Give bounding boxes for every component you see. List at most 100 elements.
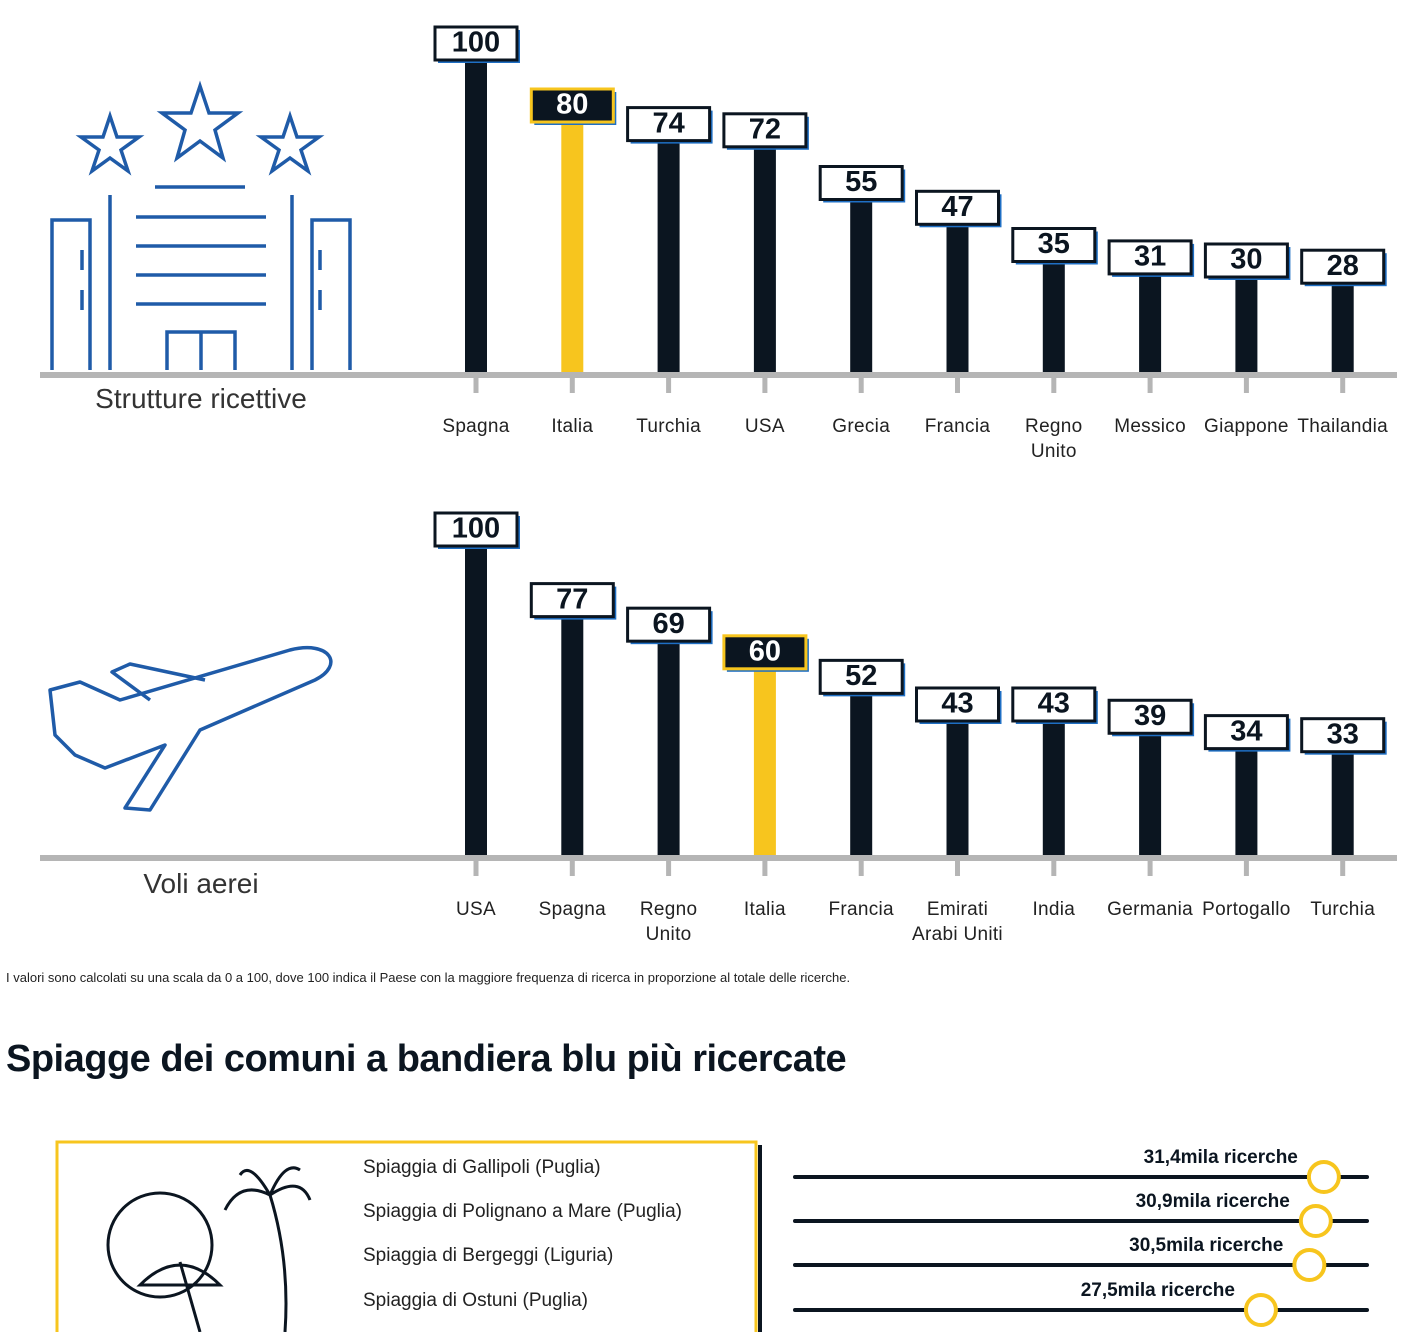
label-box [1107, 698, 1193, 735]
value-label: 27,5mila ricerche [1081, 1280, 1235, 1301]
label-box [1107, 239, 1193, 276]
value-label: 100 [452, 27, 500, 59]
value-label: 60 [749, 635, 781, 667]
value-label: 77 [556, 583, 588, 615]
value-label: 43 [1038, 688, 1070, 720]
bar [1331, 285, 1354, 372]
label-box [915, 686, 1000, 723]
x-tick-label: Francia [924, 416, 991, 437]
label-box [1300, 717, 1386, 754]
bar [850, 201, 873, 372]
x-tick-label: Italia [743, 899, 786, 920]
bar [1042, 722, 1065, 855]
label-box [818, 658, 904, 695]
x-tick-label: Messico [1114, 416, 1186, 437]
x-tick-label: USA [744, 416, 785, 437]
label-box [529, 582, 615, 619]
value-label: 39 [1134, 700, 1166, 732]
value-label: 30 [1230, 244, 1262, 276]
label-box [433, 511, 519, 548]
value-label: 31 [1134, 241, 1166, 273]
dot [1306, 1160, 1341, 1194]
bar [1235, 750, 1258, 855]
value-label: 74 [652, 107, 684, 139]
dot [1292, 1248, 1327, 1282]
value-label: 55 [845, 166, 877, 198]
value-label: 33 [1327, 718, 1359, 750]
x-tick-label: Emirati Arabi Uniti [912, 899, 1003, 945]
label-box [529, 87, 615, 124]
bar [753, 148, 776, 372]
value-label: 47 [941, 191, 973, 223]
bar [850, 695, 873, 855]
value-label: 31,4mila ricerche [1144, 1147, 1298, 1168]
value-label: 35 [1038, 228, 1070, 260]
beach-icon [106, 1166, 312, 1332]
dot [1298, 1204, 1333, 1238]
label-box [626, 606, 712, 643]
value-label: 43 [941, 688, 973, 720]
bar [1235, 279, 1258, 372]
x-tick-label: USA [456, 899, 496, 920]
value-label: 69 [652, 608, 684, 640]
x-tick-label: Italia [551, 416, 594, 437]
hotel-icon [50, 80, 352, 370]
x-tick-label: Regno Unito [639, 899, 698, 945]
plane-icon [48, 645, 333, 812]
x-tick-label: Germania [1107, 899, 1193, 920]
bar [657, 142, 680, 372]
label-box [1300, 248, 1386, 285]
chart-title: Voli aerei [143, 868, 259, 899]
bar [561, 124, 584, 372]
x-tick-label: Francia [828, 899, 894, 920]
note: I valori sono calcolati su una scala da … [6, 970, 851, 985]
x-tick-label: Turchia [636, 416, 701, 437]
x-tick-label: Giappone [1203, 416, 1289, 437]
bar [1331, 753, 1354, 855]
value-label: 28 [1327, 250, 1359, 282]
value-label: 30,5mila ricerche [1129, 1235, 1283, 1256]
label-box [1203, 242, 1289, 279]
x-tick-label: Turchia [1310, 899, 1376, 920]
x-tick-label: India [1032, 899, 1076, 920]
label-box [818, 165, 904, 201]
label-box [915, 189, 1000, 226]
label-box [722, 634, 808, 671]
value-label: 34 [1230, 715, 1262, 747]
bar [465, 62, 487, 372]
x-tick-label: Regno Unito [1025, 416, 1083, 462]
label-box [1203, 714, 1289, 751]
x-tick-label: Portogallo [1202, 899, 1291, 920]
value-label: 100 [452, 513, 500, 545]
beach-name: Spiaggia di Gallipoli (Puglia) [363, 1157, 601, 1178]
label-box [1011, 686, 1097, 723]
beach-name: Spiaggia di Polignano a Mare (Puglia) [363, 1201, 682, 1222]
bar [753, 670, 776, 855]
label-box [722, 112, 808, 149]
bar [1139, 735, 1162, 855]
label-box [626, 106, 712, 143]
label-box [1011, 227, 1097, 263]
bar [946, 226, 969, 372]
beach-name: Spiaggia di Ostuni (Puglia) [363, 1290, 588, 1311]
bar [561, 618, 584, 855]
value-label: 30,9mila ricerche [1136, 1191, 1290, 1212]
dot [1243, 1293, 1278, 1327]
bar [946, 722, 969, 855]
chart-title: Strutture ricettive [95, 383, 307, 414]
beach-box [55, 1140, 758, 1332]
bar [657, 643, 680, 855]
value-label: 80 [556, 89, 588, 121]
beach-name: Spiaggia di Bergeggi (Liguria) [363, 1245, 614, 1266]
bar [465, 548, 487, 855]
bar [1042, 263, 1065, 372]
bar [1139, 275, 1162, 372]
label-box [433, 25, 519, 62]
x-tick-label: Thailandia [1297, 416, 1389, 437]
x-tick-label: Spagna [442, 416, 510, 437]
value-label: 52 [845, 660, 877, 692]
x-tick-label: Grecia [832, 416, 891, 437]
heading: Spiagge dei comuni a bandiera blu più ri… [6, 1038, 847, 1080]
